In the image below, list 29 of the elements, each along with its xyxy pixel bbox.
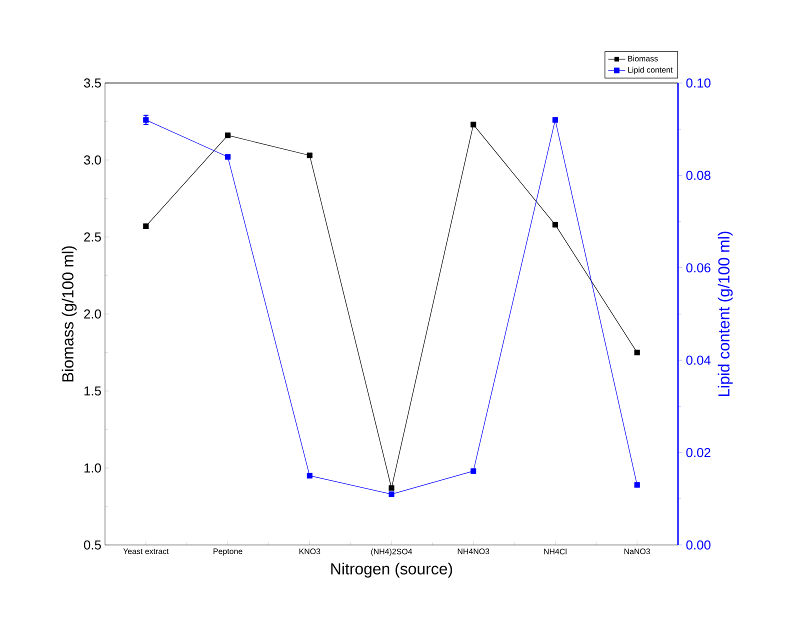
y-tick-label: 0.5: [84, 540, 101, 550]
point: [388, 491, 394, 497]
x-axis-title: Nitrogen (source): [331, 562, 452, 578]
point: [470, 468, 476, 474]
y-tick-label: 3.5: [84, 78, 101, 88]
y2-tick-label: 0.04: [686, 356, 711, 365]
point: [225, 154, 231, 160]
y-axis-title: Biomass (g/100 ml): [62, 246, 77, 382]
point: [470, 122, 476, 128]
y2-tick-label: 0.06: [686, 263, 710, 272]
point: [552, 117, 558, 123]
y2-axis-title: Lipid content (g/100 ml): [718, 232, 733, 396]
y-tick-label: 1.5: [84, 386, 101, 396]
point: [634, 482, 640, 488]
point: [552, 222, 558, 228]
y-tick-label: 1.0: [84, 463, 101, 473]
y-tick-label: 2.5: [84, 232, 101, 242]
y2-tick-label: 0.02: [686, 448, 710, 458]
point: [306, 152, 312, 158]
point: [143, 223, 149, 229]
y2-tick-label: 0.08: [686, 170, 710, 180]
y-tick-label: 3.0: [84, 155, 101, 165]
point: [388, 485, 394, 491]
point: [634, 350, 640, 356]
point: [225, 132, 231, 138]
y2-tick-label: 0.00: [686, 540, 710, 550]
point: [306, 472, 312, 478]
y2-tick-label: 0.10: [686, 78, 710, 88]
y-tick-label: 2.0: [84, 309, 101, 319]
